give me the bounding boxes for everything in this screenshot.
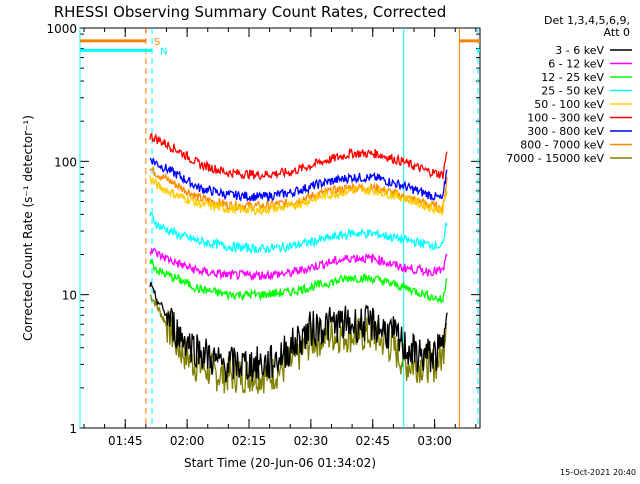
series-line — [149, 259, 448, 305]
legend-label: 12 - 25 keV — [541, 71, 604, 84]
x-tick-label: 02:15 — [232, 434, 267, 448]
series-line — [149, 132, 448, 180]
x-tick-label: 02:45 — [355, 434, 390, 448]
series-line — [149, 281, 448, 383]
legend-label: 100 - 300 keV — [527, 112, 604, 125]
series-line — [149, 247, 448, 282]
x-axis-label: Start Time (20-Jun-06 01:34:02) — [184, 456, 376, 470]
flag-label: N — [160, 46, 167, 57]
y-axis-label: Corrected Count Rate (s⁻¹ detector⁻¹) — [21, 115, 35, 341]
series-line — [149, 211, 448, 254]
legend-label: 6 - 12 keV — [548, 58, 604, 71]
y-tick-label: 100 — [54, 155, 77, 169]
chart-title: RHESSI Observing Summary Count Rates, Co… — [54, 3, 447, 21]
x-tick-label: 03:00 — [417, 434, 452, 448]
series-line — [149, 157, 448, 202]
y-tick-label: 10 — [62, 289, 77, 303]
series-line — [149, 175, 448, 217]
legend-label: 3 - 6 keV — [555, 44, 604, 57]
legend-label: 800 - 7000 keV — [520, 139, 604, 152]
x-tick-label: 02:30 — [294, 434, 329, 448]
plot-area: 1 10 100 1000 01:45 02:00 02:15 02:30 02:45 03:00… — [46, 22, 481, 448]
legend-label: 25 - 50 keV — [541, 85, 604, 98]
legend-label: 300 - 800 keV — [527, 125, 604, 138]
legend-label: 50 - 100 keV — [534, 98, 604, 111]
flag-label: S — [154, 37, 160, 48]
legend-label: 7000 - 15000 keV — [506, 152, 604, 165]
y-tick-label: 1000 — [46, 22, 77, 36]
generation-timestamp: 15-Oct-2021 20:40 — [560, 468, 636, 477]
x-tick-label: 01:45 — [108, 434, 143, 448]
y-tick-label: 1 — [69, 422, 77, 436]
legend-header-line-2: Att 0 — [604, 26, 630, 39]
x-tick-label: 02:00 — [170, 434, 205, 448]
legend-header-line-1: Det 1,3,4,5,6,9, — [544, 14, 630, 27]
